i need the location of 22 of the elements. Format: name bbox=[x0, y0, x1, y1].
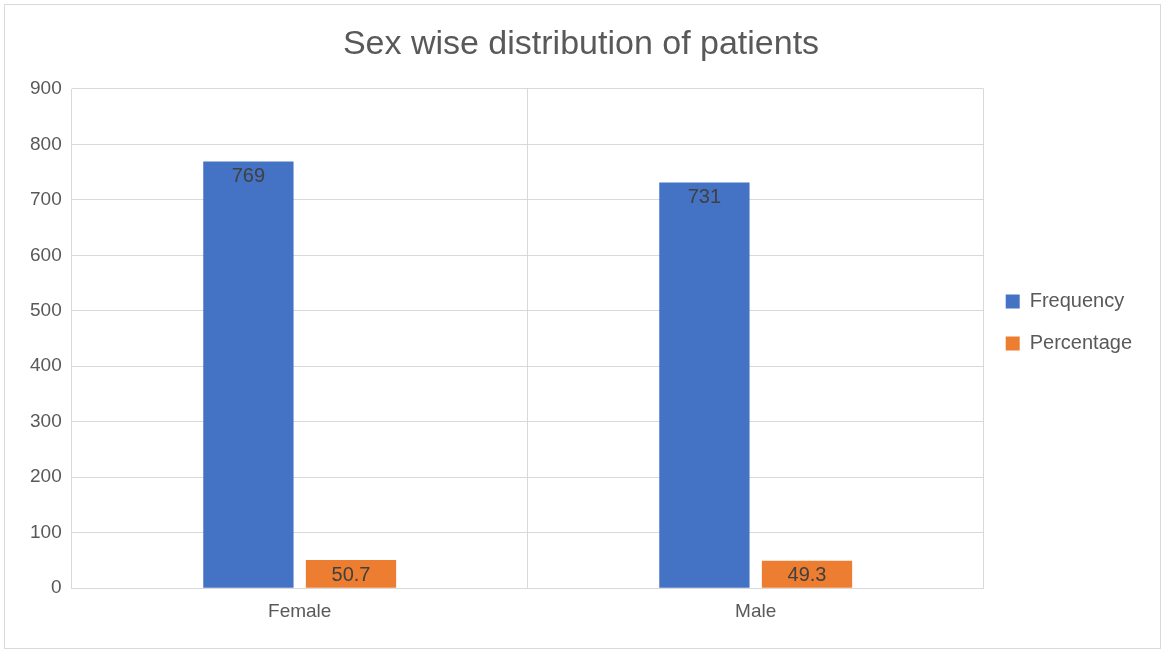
x-tick-label: Female bbox=[268, 599, 332, 621]
y-tick-label: 300 bbox=[30, 409, 62, 431]
y-tick-label: 800 bbox=[30, 132, 62, 154]
data-label: 50.7 bbox=[331, 562, 371, 585]
chart-title: Sex wise distribution of patients bbox=[342, 22, 820, 61]
bar bbox=[659, 182, 750, 588]
x-tick-label: Male bbox=[735, 599, 777, 621]
data-label: 731 bbox=[687, 185, 722, 208]
y-tick-label: 500 bbox=[30, 298, 62, 320]
legend-label: Percentage bbox=[1029, 331, 1132, 354]
y-tick-label: 600 bbox=[30, 243, 62, 265]
data-label: 49.3 bbox=[787, 563, 827, 586]
y-tick-label: 200 bbox=[30, 465, 62, 487]
y-tick-label: 0 bbox=[51, 576, 62, 598]
y-tick-label: 700 bbox=[30, 188, 62, 210]
data-label: 769 bbox=[231, 164, 266, 187]
bar bbox=[305, 560, 397, 588]
legend-label: Frequency bbox=[1029, 289, 1125, 312]
y-tick-label: 900 bbox=[30, 77, 62, 99]
y-tick-label: 400 bbox=[30, 354, 62, 376]
bar bbox=[203, 161, 294, 588]
y-tick-label: 100 bbox=[30, 520, 62, 542]
